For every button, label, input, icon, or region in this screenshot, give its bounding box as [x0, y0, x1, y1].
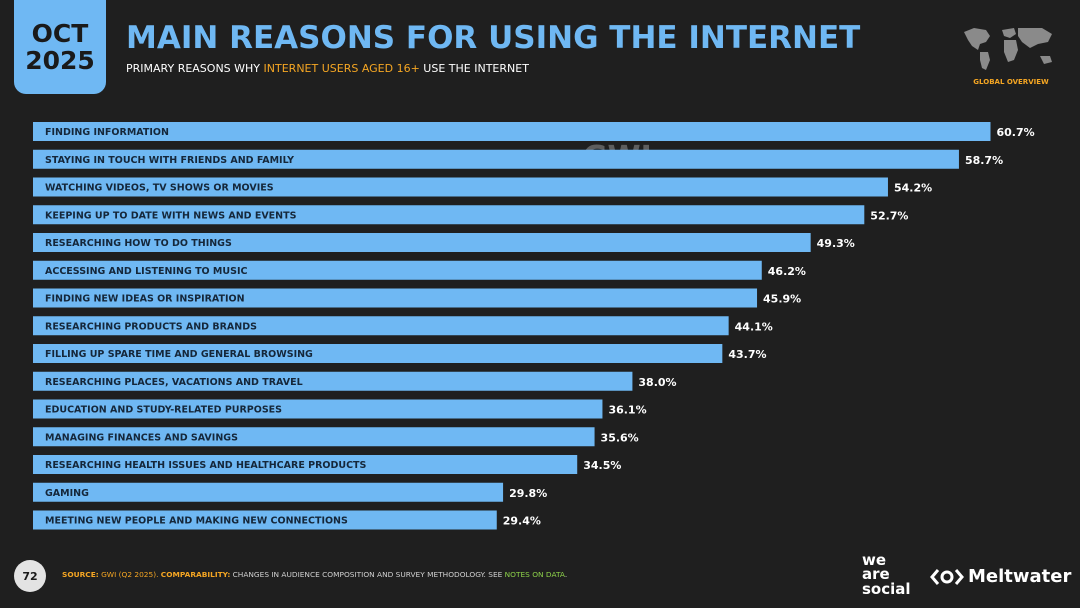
bar-value-10: 36.1% — [608, 404, 646, 417]
bar-10 — [33, 399, 603, 419]
bar-value-11: 35.6% — [601, 431, 639, 444]
bar-value-7: 44.1% — [735, 320, 773, 333]
bar-label-14: MEETING NEW PEOPLE AND MAKING NEW CONNEC… — [45, 516, 348, 527]
bar-label-6: FINDING NEW IDEAS OR INSPIRATION — [45, 294, 245, 305]
bar-label-3: KEEPING UP TO DATE WITH NEWS AND EVENTS — [45, 210, 297, 221]
subtitle-pre: PRIMARY REASONS WHY — [126, 62, 264, 75]
bar-value-9: 38.0% — [638, 376, 676, 389]
notes-on-data-link[interactable]: NOTES ON DATA — [504, 570, 565, 579]
bar-label-7: RESEARCHING PRODUCTS AND BRANDS — [45, 321, 257, 332]
bar-label-9: RESEARCHING PLACES, VACATIONS AND TRAVEL — [45, 377, 303, 388]
logo-we: we — [862, 551, 887, 569]
subtitle-highlight: INTERNET USERS AGED 16+ — [263, 62, 420, 75]
bar-value-2: 54.2% — [894, 182, 932, 195]
subtitle-post: USE THE INTERNET — [419, 62, 529, 75]
comparability-key: COMPARABILITY: — [160, 570, 231, 579]
bar-label-12: RESEARCHING HEALTH ISSUES AND HEALTHCARE… — [45, 460, 367, 471]
page-subtitle: PRIMARY REASONS WHY INTERNET USERS AGED … — [126, 62, 529, 75]
bar-0 — [33, 122, 991, 141]
date-month: OCT — [31, 19, 89, 48]
source-note: SOURCE: GWI (Q2 2025). COMPARABILITY: CH… — [62, 570, 567, 579]
bar-value-4: 49.3% — [817, 237, 855, 250]
bar-value-0: 60.7% — [996, 126, 1034, 139]
logo-social: social — [862, 579, 911, 598]
bar-label-5: ACCESSING AND LISTENING TO MUSIC — [45, 266, 247, 277]
source-key: SOURCE: — [62, 570, 99, 579]
bar-value-6: 45.9% — [763, 293, 801, 306]
meltwater-logo: Meltwater — [930, 566, 1071, 587]
bar-value-12: 34.5% — [583, 459, 621, 472]
bar-7 — [33, 316, 729, 336]
bar-value-3: 52.7% — [870, 209, 908, 222]
bar-label-1: STAYING IN TOUCH WITH FRIENDS AND FAMILY — [45, 155, 294, 166]
meltwater-mark-icon — [930, 568, 964, 585]
bar-label-13: GAMING — [45, 488, 89, 499]
bar-12 — [33, 455, 578, 474]
bar-8 — [33, 344, 723, 363]
comparability-value: CHANGES IN AUDIENCE COMPOSITION AND SURV… — [230, 570, 505, 579]
bar-label-10: EDUCATION AND STUDY-RELATED PURPOSES — [45, 405, 282, 416]
page-number: 72 — [14, 560, 46, 592]
bar-label-0: FINDING INFORMATION — [45, 127, 169, 138]
bar-6 — [33, 288, 758, 308]
bar-value-14: 29.4% — [503, 515, 541, 528]
we-are-social-logo: we are social — [862, 551, 911, 598]
region-label: GLOBAL OVERVIEW — [973, 78, 1049, 86]
bar-label-2: WATCHING VIDEOS, TV SHOWS OR MOVIES — [45, 183, 274, 194]
page-title: MAIN REASONS FOR USING THE INTERNET — [126, 20, 861, 56]
bar-value-8: 43.7% — [728, 348, 766, 361]
bar-14 — [33, 510, 497, 530]
bar-label-11: MANAGING FINANCES AND SAVINGS — [45, 432, 238, 443]
bar-2 — [33, 177, 888, 197]
bar-label-4: RESEARCHING HOW TO DO THINGS — [45, 238, 232, 249]
logo-are: are — [862, 565, 890, 584]
logo-meltwater: Meltwater — [968, 566, 1072, 587]
bar-value-5: 46.2% — [768, 265, 806, 278]
bar-5 — [33, 260, 762, 280]
bar-1 — [33, 149, 959, 169]
date-year: 2025 — [25, 46, 95, 75]
bar-label-8: FILLING UP SPARE TIME AND GENERAL BROWSI… — [45, 349, 313, 360]
bar-value-1: 58.7% — [965, 154, 1003, 167]
notes-end: . — [564, 570, 568, 579]
world-map-icon — [964, 28, 1052, 70]
source-value: GWI (Q2 2025). — [98, 570, 161, 579]
bar-13 — [33, 482, 504, 502]
date-badge: OCT 2025 — [14, 0, 106, 94]
bar-4 — [33, 233, 811, 252]
bar-11 — [33, 427, 595, 447]
bar-value-13: 29.8% — [509, 487, 547, 500]
bar-3 — [33, 205, 865, 225]
bar-9 — [33, 371, 633, 391]
